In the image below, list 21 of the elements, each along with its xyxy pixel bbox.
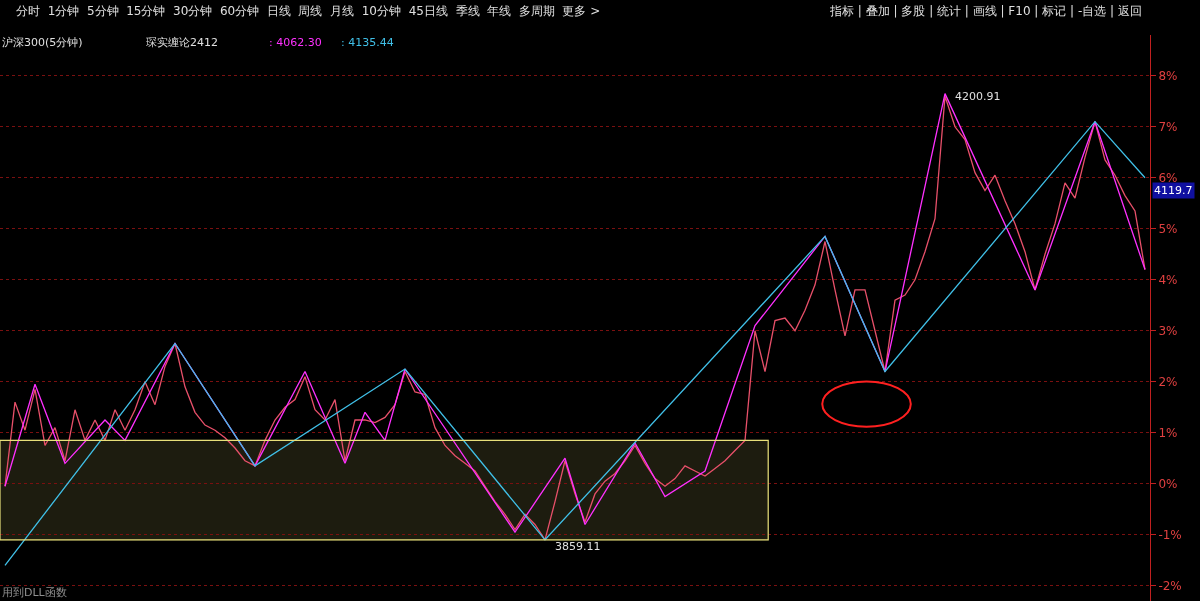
y-tick-label: 7% bbox=[1158, 119, 1178, 134]
y-tick-label: 0% bbox=[1158, 476, 1178, 491]
annotation: 3859.11 bbox=[555, 540, 601, 553]
y-tick-label: 5% bbox=[1158, 221, 1178, 236]
y-tick-label: -1% bbox=[1158, 527, 1182, 542]
annotation: : 4062.30 bbox=[269, 36, 322, 49]
annotation: 用到DLL函数 bbox=[2, 586, 67, 599]
y-tick-label: 2% bbox=[1158, 374, 1178, 389]
y-tick-label: 8% bbox=[1158, 68, 1178, 83]
y-tick-label: 4% bbox=[1158, 272, 1178, 287]
text: 指标 | 叠加 | 多股 | 统计 | 画线 | F10 | 标记 | -自选 | 返回 bbox=[829, 4, 1142, 18]
y-tick-label: 6% bbox=[1158, 170, 1178, 185]
annotation: : 4135.44 bbox=[341, 36, 394, 49]
y-tick-label: 3% bbox=[1158, 323, 1178, 338]
annotation: 4119.7 bbox=[1154, 184, 1193, 197]
chart-title: 沪深300(5分钟) bbox=[2, 36, 83, 49]
annotation: 琛实缠论2412 bbox=[146, 36, 218, 49]
y-tick-label: 1% bbox=[1158, 425, 1178, 440]
annotation: 4200.91 bbox=[955, 90, 1001, 103]
text: 分时 1分钟 5分钟 15分钟 30分钟 60分钟 日线 周线 月线 10分钟 45日线 季线 年线 多周期 更多 > bbox=[16, 4, 601, 18]
y-tick-label: -2% bbox=[1158, 578, 1182, 593]
